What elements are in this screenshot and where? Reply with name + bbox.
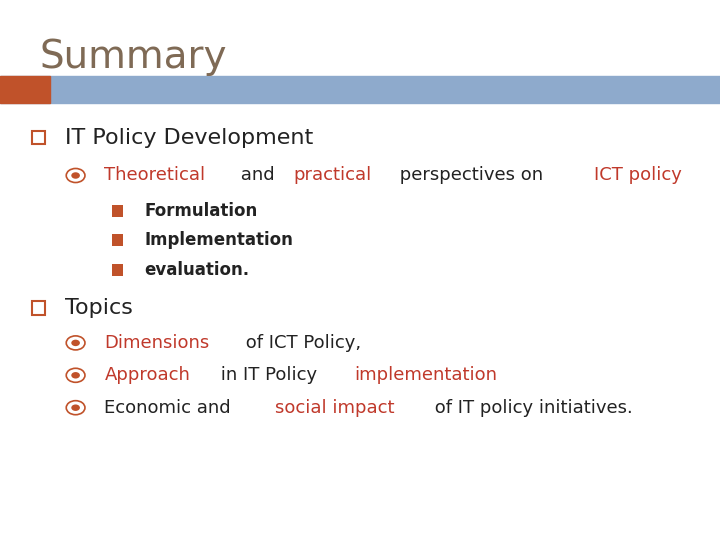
Bar: [112, 264, 123, 276]
Text: Topics: Topics: [65, 298, 132, 318]
Text: Economic and: Economic and: [104, 399, 237, 417]
Text: evaluation.: evaluation.: [144, 261, 249, 279]
Text: of ICT Policy,: of ICT Policy,: [240, 334, 361, 352]
Bar: [0, 76, 50, 103]
Circle shape: [71, 172, 80, 179]
Text: Theoretical: Theoretical: [104, 166, 205, 185]
Bar: [32, 131, 45, 144]
Circle shape: [71, 404, 80, 411]
Text: IT Policy Development: IT Policy Development: [65, 127, 313, 148]
Text: ICT policy: ICT policy: [594, 166, 682, 185]
Text: Summary: Summary: [40, 38, 227, 76]
Text: social impact: social impact: [275, 399, 395, 417]
Bar: [0, 76, 720, 103]
Circle shape: [71, 372, 80, 379]
Bar: [112, 205, 123, 217]
Text: Formulation: Formulation: [144, 201, 257, 220]
Text: Implementation: Implementation: [144, 231, 293, 249]
Text: Approach: Approach: [104, 366, 190, 384]
Text: of IT policy initiatives.: of IT policy initiatives.: [429, 399, 633, 417]
Text: Dimensions: Dimensions: [104, 334, 210, 352]
Text: and: and: [235, 166, 280, 185]
Bar: [32, 301, 45, 314]
Text: perspectives on: perspectives on: [395, 166, 549, 185]
Text: implementation: implementation: [354, 366, 498, 384]
Circle shape: [71, 340, 80, 346]
Text: in IT Policy: in IT Policy: [215, 366, 323, 384]
Bar: [112, 234, 123, 246]
Text: practical: practical: [294, 166, 372, 185]
